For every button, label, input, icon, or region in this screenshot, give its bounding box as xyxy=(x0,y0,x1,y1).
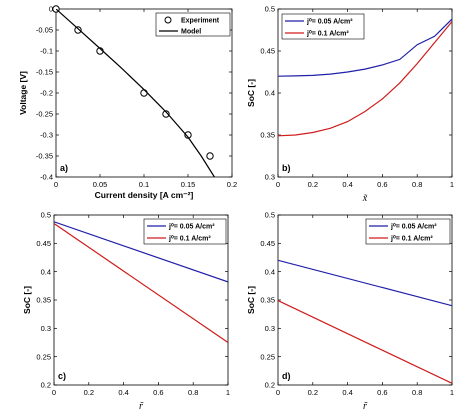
x-tick-label: 0.6 xyxy=(377,388,387,397)
data-point xyxy=(74,26,82,34)
y-tick-label: -0.2 xyxy=(40,89,53,98)
y-tick-label: 0.4 xyxy=(41,267,51,276)
x-tick-label: 0.1 xyxy=(139,180,149,189)
series-line-1 xyxy=(278,300,452,384)
y-tick-label: 0.2 xyxy=(41,381,51,390)
y-tick-label: 0.35 xyxy=(260,131,275,140)
y-tick-label: 0.5 xyxy=(41,211,51,220)
x-tick-label: 0 xyxy=(276,388,280,397)
y-tick-label: -0.05 xyxy=(36,26,53,35)
x-axis-label: x̃ xyxy=(362,193,368,204)
y-tick-label: 0.4 xyxy=(265,89,275,98)
y-tick-label: -0.4 xyxy=(40,173,53,182)
y-tick-label: 0.2 xyxy=(265,381,275,390)
y-tick-label: -0.25 xyxy=(36,110,53,119)
legend-a: Experiment Model xyxy=(155,12,231,37)
series-line-0 xyxy=(278,259,452,307)
y-axis-label: SoC [-] xyxy=(22,286,32,314)
x-tick-label: 0.4 xyxy=(342,180,352,189)
series-line-0 xyxy=(278,18,452,77)
y-tick-label: 0.45 xyxy=(260,47,275,56)
legend-box xyxy=(155,12,231,37)
panel-a: 0 0.05 0.1 0.15 0.2 0 -0.05 -0.1 -0.15 -0.2 -0.25 -… xyxy=(18,5,237,200)
y-tick-label: 0.3 xyxy=(265,324,275,333)
x-axis-label: r̃ xyxy=(363,401,368,412)
y-tick-label: 0.5 xyxy=(265,5,275,14)
legend-label: j⁰= 0.05 A/cm² xyxy=(390,223,437,231)
x-tick-label: 0.6 xyxy=(153,388,163,397)
x-tick-label: 0.4 xyxy=(118,388,128,397)
x-tick-label: 0 xyxy=(52,388,56,397)
series-line-0 xyxy=(54,221,228,283)
legend-marker xyxy=(164,16,172,24)
data-point xyxy=(184,131,192,139)
data-point xyxy=(206,152,214,160)
x-tick-label: 0.2 xyxy=(227,180,237,189)
legend-box xyxy=(365,218,451,245)
x-tick-label: 0.4 xyxy=(342,388,352,397)
y-tick-label: 0 xyxy=(49,5,53,14)
legend-label: j⁰= 0.1 A/cm² xyxy=(390,235,433,243)
y-tick-label: 0.5 xyxy=(265,211,275,220)
x-tick-label: 0.6 xyxy=(377,180,387,189)
panel-tag-b: b) xyxy=(282,163,291,173)
panel-d: 0 0.2 0.4 0.6 0.8 10.20.250.30.350.40.450.5r̃… xyxy=(246,211,454,412)
legend-box xyxy=(281,13,365,40)
data-point xyxy=(162,110,170,118)
x-tick-label: 0 xyxy=(276,180,280,189)
panel-tag-c: c) xyxy=(58,371,66,381)
legend-label: j⁰= 0.05 A/cm² xyxy=(306,18,353,26)
x-tick-label: 0.2 xyxy=(308,180,318,189)
legend-label: j⁰= 0.05 A/cm² xyxy=(168,223,215,231)
y-tick-label: 0.35 xyxy=(260,296,275,305)
x-tick-label: 0.2 xyxy=(308,388,318,397)
y-tick-label: 0.4 xyxy=(265,267,275,276)
y-tick-label: 0.3 xyxy=(265,173,275,182)
legend-c: j⁰= 0.05 A/cm² j⁰= 0.1 A/cm² xyxy=(143,218,227,245)
y-axis-label: SoC [-] xyxy=(246,79,256,107)
x-tick-label: 0 xyxy=(54,180,58,189)
legend-b: j⁰= 0.05 A/cm² j⁰= 0.1 A/cm² xyxy=(281,13,365,40)
y-tick-label: 0.45 xyxy=(36,239,51,248)
x-tick-label: 1 xyxy=(450,180,454,189)
x-tick-label: 0.8 xyxy=(412,388,422,397)
x-axis-label: r̃ xyxy=(139,401,144,412)
y-tick-label: 0.25 xyxy=(36,352,51,361)
legend-label: j⁰= 0.1 A/cm² xyxy=(306,30,349,38)
legend-label: Model xyxy=(181,29,201,36)
y-tick-label: -0.3 xyxy=(40,131,53,140)
y-tick-label: 0.35 xyxy=(36,296,51,305)
x-tick-label: 1 xyxy=(450,388,454,397)
x-tick-label: 0.8 xyxy=(412,180,422,189)
series-line-1 xyxy=(56,9,215,177)
y-axis-label: Voltage [V] xyxy=(18,71,28,115)
x-tick-label: 1 xyxy=(226,388,230,397)
panel-b: 0 0.2 0.4 0.6 0.8 1 0.3 0.35 0.4 0.45 0.5 x̃ SoC [-]… xyxy=(246,5,454,204)
y-tick-label: -0.1 xyxy=(40,47,53,56)
panel-tag-d: d) xyxy=(282,371,291,381)
y-tick-label: 0.3 xyxy=(41,324,51,333)
series-line-1 xyxy=(278,21,452,137)
y-tick-label: -0.35 xyxy=(36,152,53,161)
series-line-1 xyxy=(54,223,228,343)
x-tick-label: 0.8 xyxy=(188,388,198,397)
x-axis-label: Current density [A cm⁻²] xyxy=(95,190,194,200)
legend-d: j⁰= 0.05 A/cm² j⁰= 0.1 A/cm² xyxy=(365,218,451,245)
x-tick-label: 0.05 xyxy=(93,180,108,189)
y-axis-label: SoC [-] xyxy=(246,286,256,314)
panel-tag-a: a) xyxy=(60,163,68,173)
data-point xyxy=(140,89,148,97)
panel-c: 0 0.2 0.4 0.6 0.8 10.20.250.30.350.40.450.5r̃… xyxy=(22,211,230,412)
legend-box xyxy=(143,218,227,245)
y-tick-label: -0.15 xyxy=(36,68,53,77)
y-tick-label: 0.25 xyxy=(260,352,275,361)
x-tick-label: 0.2 xyxy=(84,388,94,397)
legend-label: j⁰= 0.1 A/cm² xyxy=(168,235,211,243)
legend-label: Experiment xyxy=(181,18,220,25)
x-tick-label: 0.15 xyxy=(181,180,196,189)
y-tick-label: 0.45 xyxy=(260,239,275,248)
